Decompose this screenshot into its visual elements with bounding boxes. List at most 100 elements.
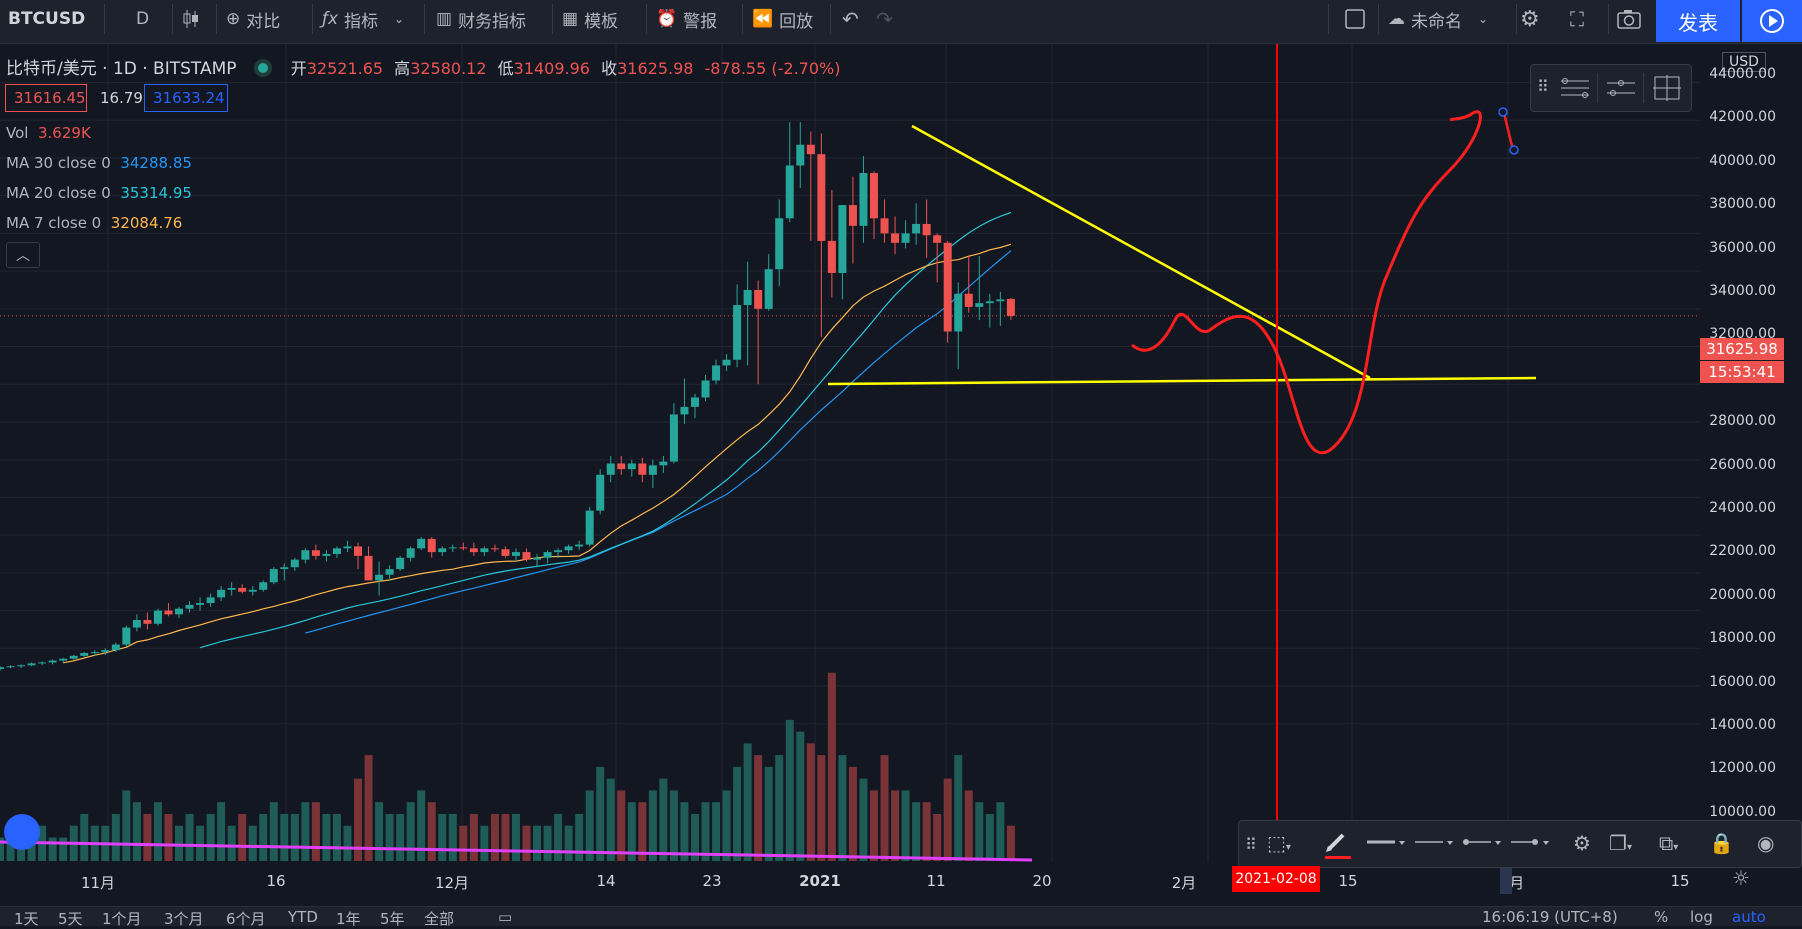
descending-trendline [911, 124, 1371, 380]
ma20-legend[interactable]: MA 20 close 0 35314.95 [6, 184, 192, 202]
fib-tool-button[interactable] [1557, 73, 1598, 103]
alert-button[interactable]: ⏰ 警报 [656, 0, 717, 38]
range-button-3[interactable]: 3个月 [164, 910, 204, 928]
compare-button[interactable]: ⊕ 对比 [226, 0, 280, 38]
drag-handle-icon[interactable]: ⠿ [1537, 77, 1549, 96]
price-axis[interactable]: 44000.00 42000.00 40000.00 38000.00 36000.00… [1700, 44, 1790, 864]
price-chart[interactable] [0, 44, 1700, 862]
percent-toggle[interactable]: % [1654, 908, 1669, 926]
last-price-value: 31625.98 [1706, 340, 1778, 358]
calendar-icon[interactable]: ▭ [498, 908, 513, 926]
candle-body [343, 546, 352, 549]
layers-icon: ❐ [1609, 831, 1627, 855]
price-tick-label: 16000.00 [1709, 673, 1776, 690]
drawing-settings-button[interactable]: ⚙ [1573, 831, 1591, 855]
crosshair-box-icon [1653, 75, 1681, 101]
range-button-4[interactable]: 6个月 [226, 910, 266, 928]
indicators-button[interactable]: ƒx 指标 ⌄ [322, 0, 404, 38]
layout-name-label: 未命名 [1411, 11, 1462, 32]
volume-bar [396, 813, 405, 861]
price-tick-label: 18000.00 [1709, 630, 1776, 647]
hide-button[interactable]: ◉ [1757, 831, 1774, 855]
crosshair-tool-button[interactable] [1649, 73, 1689, 103]
candle-body [827, 240, 836, 273]
layout-name-button[interactable]: ☁ 未命名 ⌄ [1388, 0, 1488, 38]
publish-button[interactable]: 发表 [1656, 0, 1740, 42]
log-toggle[interactable]: log [1690, 908, 1713, 926]
candle-body [975, 303, 984, 307]
clone-button[interactable]: ⧉▾ [1659, 831, 1679, 855]
chart-type-button[interactable] [180, 0, 202, 38]
layout-grid-button[interactable] [1344, 0, 1366, 38]
candle-body [90, 652, 99, 654]
symbol-title: 比特币/美元 · 1D · BITSTAMP [6, 59, 237, 79]
range-button-8[interactable]: 全部 [424, 910, 455, 928]
time-axis-settings-button[interactable]: ☼ [1732, 866, 1750, 890]
line-end-button[interactable] [1507, 827, 1551, 862]
settings-button[interactable]: ⚙ [1520, 0, 1540, 38]
financials-button[interactable]: ▥ 财务指标 [436, 0, 526, 38]
currency-button[interactable]: USD [1722, 52, 1766, 72]
bid-price-box[interactable]: 31616.45 [5, 84, 87, 112]
indicators-label: 指标 [344, 11, 379, 32]
ma30-label: MA 30 close 0 [6, 154, 111, 172]
candle-body [280, 567, 289, 570]
drag-handle-icon[interactable]: ⠿ [1245, 835, 1257, 854]
replay-button[interactable]: ⏪ 回放 [752, 0, 813, 38]
volume-bar [764, 766, 773, 861]
candle-body [912, 223, 921, 234]
lock-button[interactable]: 🔒 [1709, 831, 1734, 855]
templates-button[interactable]: ▦ 模板 [562, 0, 618, 38]
volume-bar [269, 802, 278, 861]
candle-body [648, 465, 657, 475]
channel-icon [1607, 80, 1635, 96]
brush-tool-button[interactable] [1319, 827, 1355, 861]
price-tick-label: 20000.00 [1709, 586, 1776, 603]
redo-button[interactable]: ↷ [876, 0, 893, 38]
candle-body [269, 569, 278, 583]
candle-body [943, 242, 952, 332]
collapse-legend-button[interactable]: ︿ [6, 242, 40, 268]
candle-body [596, 474, 605, 511]
ma7-legend[interactable]: MA 7 close 0 32084.76 [6, 214, 182, 232]
volume-bar [690, 813, 699, 861]
candle-body [17, 665, 26, 667]
undo-button[interactable]: ↶ [842, 0, 859, 38]
volume-bar [669, 790, 678, 861]
selection-tool-button[interactable]: ⬚▾ [1267, 831, 1291, 855]
range-button-7[interactable]: 5年 [380, 910, 405, 928]
volume-bar [954, 755, 963, 861]
ma30-legend[interactable]: MA 30 close 0 34288.85 [6, 154, 192, 172]
range-button-2[interactable]: 1个月 [102, 910, 142, 928]
time-axis[interactable]: 11月 16 12月 14 23 2021 11 20 2月 15 3月 15 [0, 862, 1700, 898]
line-style-button[interactable] [1411, 827, 1455, 862]
visual-order-button[interactable]: ❐▾ [1609, 831, 1632, 855]
drawing-toolbar: ⠿ ⬚▾ ⚙ ❐▾ ⧉▾ 🔒 ◉ [1238, 820, 1802, 868]
dashed-select-icon: ⬚ [1267, 831, 1286, 855]
volume-bar [417, 790, 426, 861]
high-label: 高 [394, 59, 411, 78]
range-button-0[interactable]: 1天 [14, 910, 39, 928]
fullscreen-button[interactable]: ⛶ [1570, 0, 1584, 38]
range-button-5[interactable]: YTD [288, 908, 318, 926]
candle-body [6, 666, 15, 668]
interval-button[interactable]: D [136, 0, 149, 38]
volume-bar [880, 755, 889, 861]
auto-toggle[interactable]: auto [1732, 908, 1766, 926]
line-width-button[interactable] [1363, 827, 1407, 862]
symbol-search-button[interactable]: BTCUSD [8, 0, 85, 38]
volume-bar [869, 790, 878, 861]
square-icon [1345, 9, 1365, 29]
ask-price-box[interactable]: 31633.24 [144, 84, 228, 112]
candle-body [248, 589, 257, 592]
candle-body [175, 608, 184, 615]
channel-tool-button[interactable] [1603, 73, 1644, 103]
volume-bar [59, 837, 68, 861]
volume-legend[interactable]: Vol 3.629K [6, 124, 91, 142]
replay-play-button[interactable] [1742, 0, 1802, 42]
snapshot-button[interactable] [1616, 0, 1642, 38]
range-button-1[interactable]: 5天 [58, 910, 83, 928]
eye-icon: ◉ [1757, 831, 1775, 855]
line-start-button[interactable] [1459, 827, 1503, 862]
range-button-6[interactable]: 1年 [336, 910, 361, 928]
